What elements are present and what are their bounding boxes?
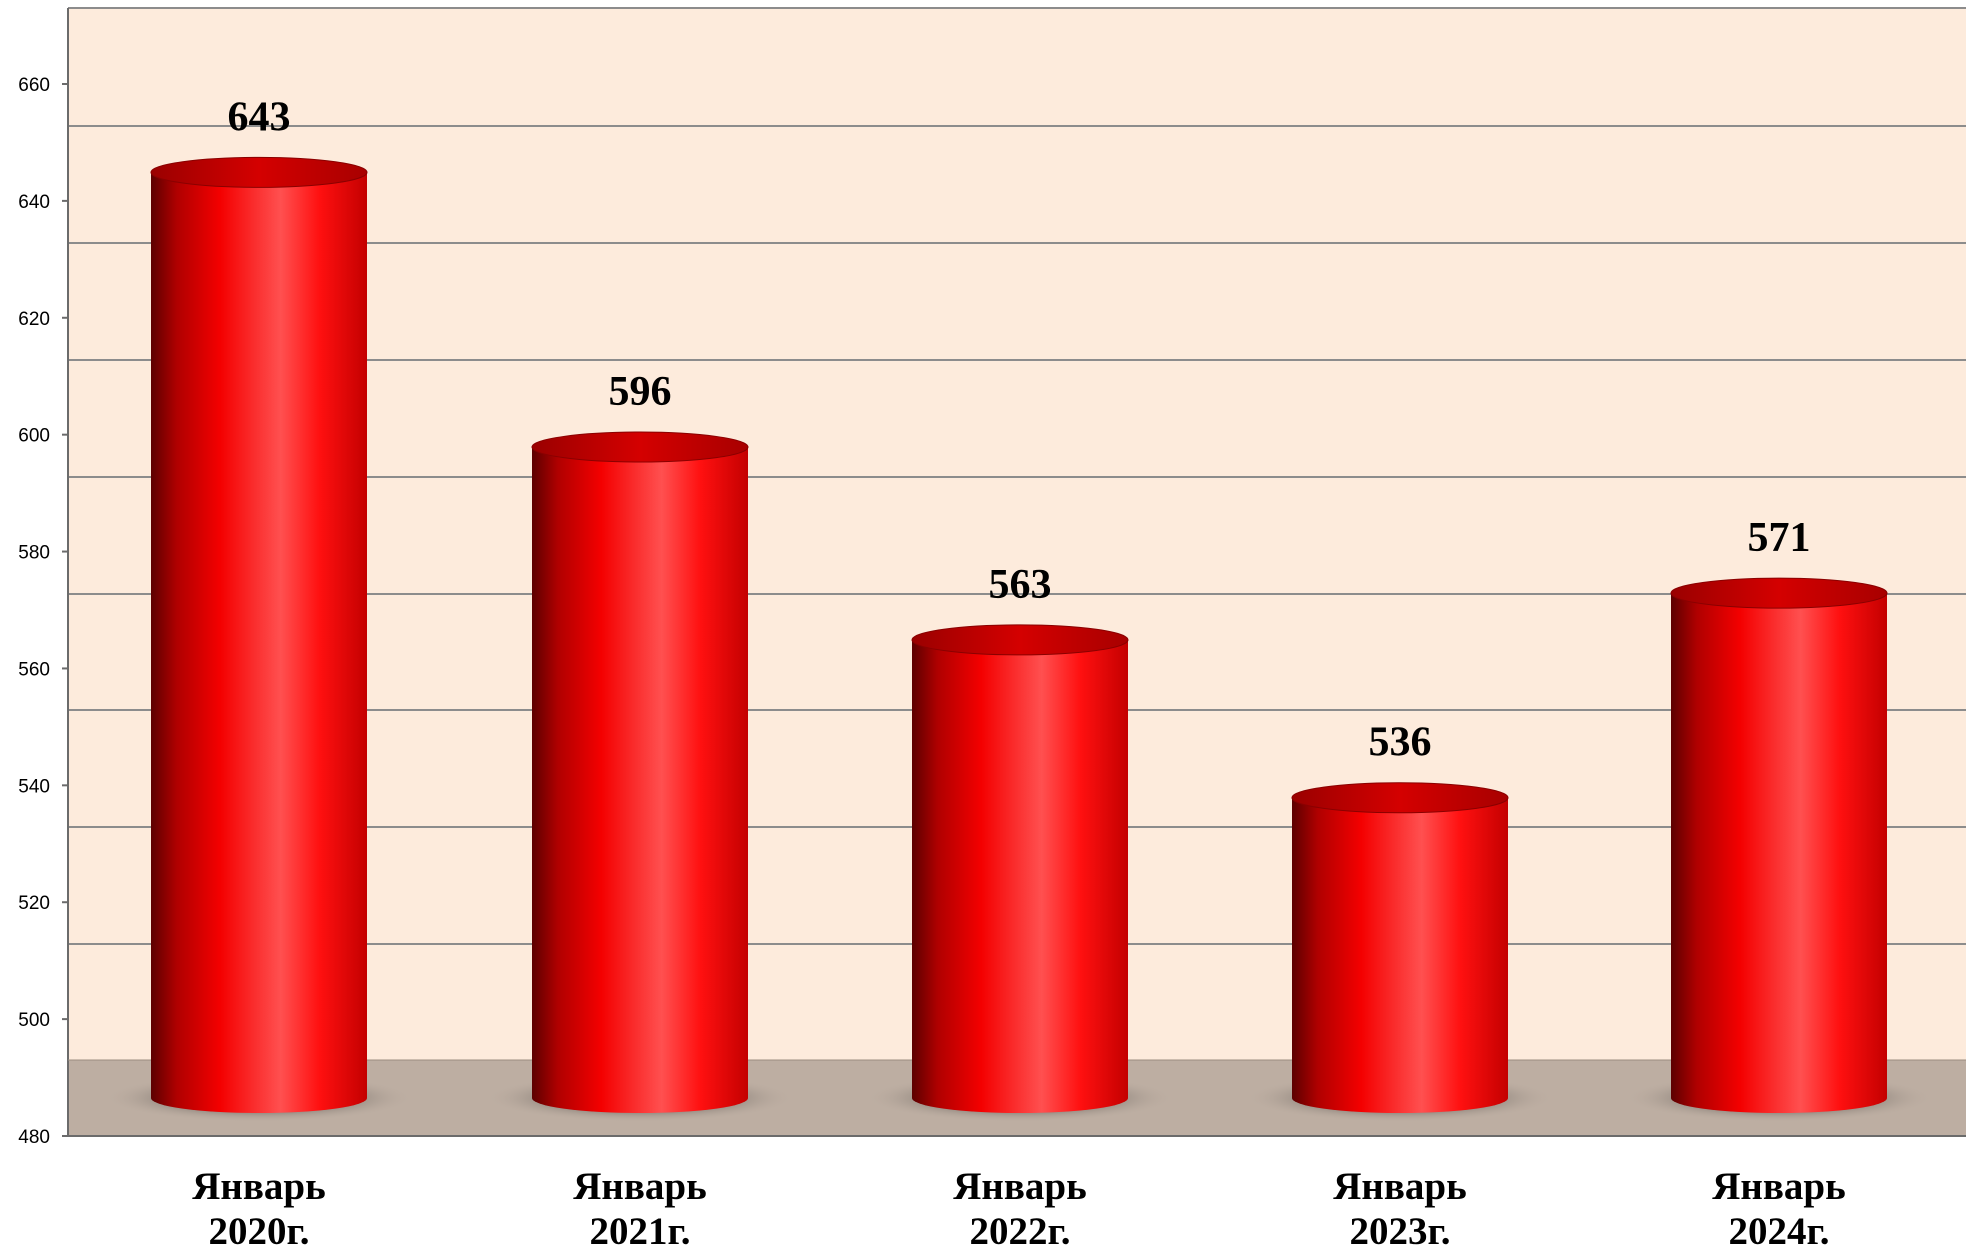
y-tick-label: 600 (18, 426, 50, 447)
bar-top-cap (531, 431, 749, 463)
bar-series (105, 156, 1933, 1122)
data-label: 563 (989, 562, 1052, 608)
bar-body (912, 639, 1128, 1113)
bar (1246, 782, 1554, 1122)
data-label: 596 (609, 369, 672, 415)
x-category-label-month: Январь (1712, 1165, 1846, 1208)
bar-body (1671, 593, 1887, 1113)
x-category-label-month: Январь (573, 1165, 707, 1208)
bar (105, 156, 413, 1122)
y-tick-label: 580 (18, 543, 50, 564)
x-category-label-year: 2022г. (969, 1210, 1070, 1253)
gridlines (68, 7, 1966, 945)
bar-body (151, 172, 367, 1113)
x-category-label-month: Январь (953, 1165, 1087, 1208)
x-axis-category-labels: Январь2020г.Январь2021г.Январь2022г.Янва… (192, 1165, 1846, 1253)
x-category-label-month: Январь (192, 1165, 326, 1208)
y-tick-label: 520 (18, 893, 50, 914)
bar (486, 431, 794, 1122)
y-tick-label: 620 (18, 309, 50, 330)
x-category-label-year: 2020г. (208, 1210, 309, 1253)
y-tick-label: 660 (18, 75, 50, 96)
data-label: 643 (228, 94, 291, 140)
data-label: 571 (1748, 515, 1811, 561)
bar (866, 624, 1174, 1122)
x-category-label-year: 2023г. (1349, 1210, 1450, 1253)
bar-top-cap (150, 156, 368, 188)
bar-top-cap (911, 624, 1129, 656)
y-tick-label: 500 (18, 1010, 50, 1031)
data-labels: 643 596 563 536 571 (228, 94, 1811, 765)
y-tick-label: 480 (18, 1127, 50, 1148)
data-label: 536 (1369, 720, 1432, 766)
x-category-label-year: 2024г. (1728, 1210, 1829, 1253)
bar-body (532, 447, 748, 1113)
bar-top-cap (1670, 577, 1888, 609)
bar (1625, 577, 1933, 1122)
bar-body (1292, 797, 1508, 1113)
y-tick-label: 540 (18, 776, 50, 797)
y-tick-label: 640 (18, 192, 50, 213)
y-tick-label: 560 (18, 659, 50, 680)
y-axis-tick-labels: 480 500 520 540 560 580 600 620 640 660 (18, 75, 68, 1148)
x-category-label-year: 2021г. (589, 1210, 690, 1253)
x-category-label-month: Январь (1333, 1165, 1467, 1208)
bar-top-cap (1291, 782, 1509, 814)
